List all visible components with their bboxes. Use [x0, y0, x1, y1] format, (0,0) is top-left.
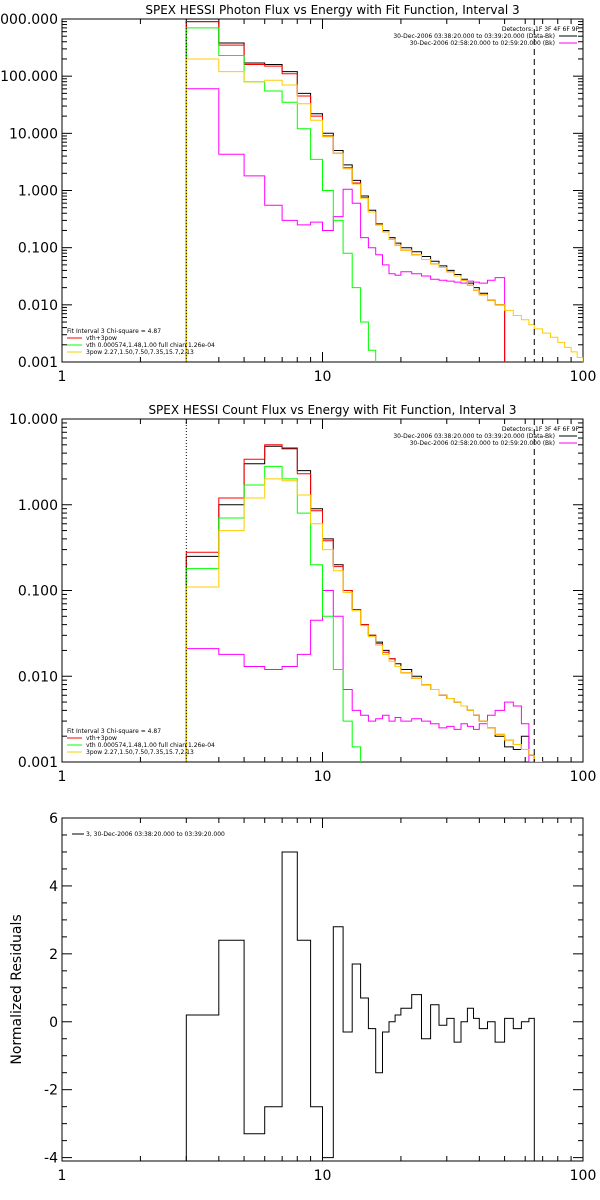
legend-bottom-left: Fit Interval 3 Chi-square = 4.87vth+3pow…	[67, 328, 215, 356]
x-axis: 1 10 100	[58, 818, 597, 1184]
y-axis: -4 -2 0 2 4 6	[44, 811, 583, 1167]
y-tick-label: -4	[44, 1151, 58, 1167]
legend-entry: 30-Dec-2006 03:38:20.000 to 03:39:20.000…	[393, 433, 555, 440]
y-tick-label: 10.000	[9, 412, 58, 428]
y-tick-label: 0.010	[18, 669, 58, 685]
legend-top-left: 3, 30-Dec-2006 03:38:20.000 to 03:39:20.…	[72, 831, 225, 838]
x-tick-label: 1	[58, 1168, 67, 1184]
series-line-total	[185, 21, 506, 362]
y-tick-label: 10.000	[9, 126, 58, 142]
x-tick-label: 1	[58, 369, 67, 385]
y-tick-label: 0.100	[18, 584, 58, 600]
chart-panel-1: SPEX HESSI Photon Flux vs Energy with Fi…	[0, 3, 596, 385]
series-line-vth	[185, 465, 362, 762]
series-line-bk	[185, 590, 535, 762]
series-line-bk	[185, 88, 506, 362]
x-tick-label: 100	[570, 769, 597, 785]
y-tick-label: 1.000	[18, 498, 58, 514]
series-line-bpow	[185, 58, 583, 362]
series-line-vth	[185, 27, 377, 362]
y-tick-label: 0.010	[18, 298, 58, 314]
legend-entry: Detectors: 1F 3F 4F 6F 9F	[502, 426, 580, 433]
legend-entry: 30-Dec-2006 02:58:20.000 to 02:59:20.000…	[410, 40, 555, 47]
x-tick-label: 10	[314, 769, 332, 785]
y-tick-label: 0	[49, 1015, 58, 1031]
x-tick-label: 1	[58, 769, 67, 785]
legend-entry: 3, 30-Dec-2006 03:38:20.000 to 03:39:20.…	[86, 831, 225, 838]
y-tick-label: 0.100	[18, 241, 58, 257]
series-line-data	[185, 851, 535, 1161]
legend-entry: vth+3pow	[86, 335, 117, 342]
y-tick-label: 0.001	[18, 355, 58, 371]
y-tick-label: 1.000	[18, 184, 58, 200]
legend-entry: 30-Dec-2006 02:58:20.000 to 02:59:20.000…	[410, 440, 555, 447]
legend-entry: 3pow 2.27,1.50,7.50,7.35,15.7,2.13	[86, 749, 194, 756]
y-tick-label: -2	[44, 1083, 58, 1099]
y-tick-label: 6	[49, 811, 58, 827]
legend-entry: 30-Dec-2006 03:38:20.000 to 03:39:20.000…	[393, 33, 555, 40]
chart-panel-2: SPEX HESSI Count Flux vs Energy with Fit…	[9, 403, 597, 785]
series-group	[185, 444, 544, 762]
chart-title: SPEX HESSI Count Flux vs Energy with Fit…	[148, 403, 516, 417]
x-axis: 1 10 100	[58, 419, 597, 785]
legend-entry: vth 0.000574,1.48,1.00 full chian 1.26e-…	[86, 742, 215, 749]
y-axis: 0.001 0.010 0.100 1.000 10.000	[9, 412, 583, 771]
legend-entry: vth 0.000574,1.48,1.00 full chian 1.26e-…	[86, 342, 215, 349]
legend-bottom-left: Fit Interval 3 Chi-square = 4.87vth+3pow…	[67, 728, 215, 756]
x-tick-label: 10	[314, 1168, 332, 1184]
series-group	[185, 851, 535, 1161]
y-tick-label: 4	[49, 879, 58, 895]
legend-entry: 3pow 2.27,1.50,7.50,7.35,15.7,2.13	[86, 349, 194, 356]
series-line-bpow	[185, 478, 544, 762]
legend-entry: vth+3pow	[86, 735, 117, 742]
chart-title: SPEX HESSI Photon Flux vs Energy with Fi…	[145, 3, 519, 17]
y-axis: 0.001 0.010 0.100 1.000 10.000 100.000 1000.00…	[0, 12, 583, 371]
x-tick-label: 100	[570, 1168, 597, 1184]
y-tick-label: 0.001	[18, 755, 58, 771]
legend-entry: Fit Interval 3 Chi-square = 4.87	[67, 728, 161, 735]
x-tick-label: 100	[570, 369, 597, 385]
x-tick-label: 10	[314, 369, 332, 385]
series-group	[185, 21, 583, 362]
chart-panel-3: 1 10 100 -4 -2 0 2 4 6 Normalized Residuals 3, 30-…	[9, 811, 596, 1184]
legend-entry: Fit Interval 3 Chi-square = 4.87	[67, 328, 161, 335]
y-tick-label: 2	[49, 947, 58, 963]
y-tick-label: 100.000	[0, 69, 58, 85]
legend-entry: Detectors: 1F 3F 4F 6F 9F	[502, 26, 580, 33]
y-axis-label: Normalized Residuals	[9, 914, 25, 1064]
series-line-data	[185, 21, 506, 362]
